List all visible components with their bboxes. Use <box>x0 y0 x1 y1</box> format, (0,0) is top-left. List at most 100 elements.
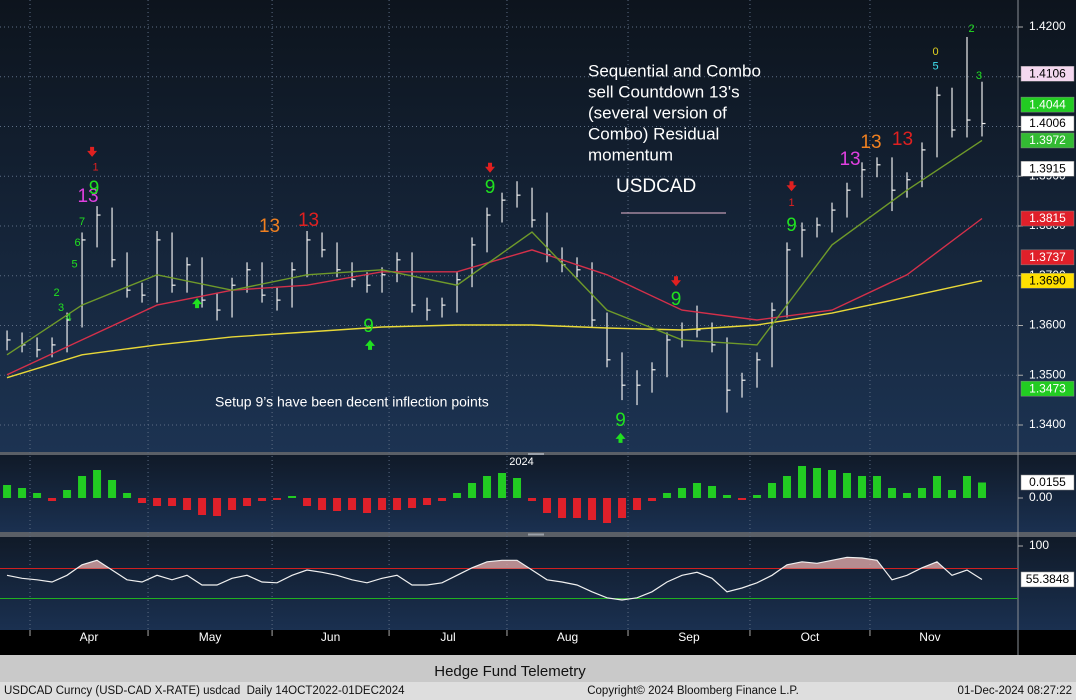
histogram-bar <box>303 498 312 506</box>
td-count: 3 <box>58 302 64 314</box>
overbought-fill <box>7 557 982 569</box>
histogram-bar <box>558 498 567 518</box>
price-flag-label: 1.4044 <box>1029 97 1066 111</box>
note-text: momentum <box>588 145 673 164</box>
timestamp-text: 01-Dec-2024 08:27:22 <box>958 685 1072 697</box>
histogram-bar <box>513 478 522 498</box>
td-count: 9 <box>485 177 496 198</box>
histogram-bar <box>948 490 957 498</box>
price-flag <box>1020 474 1075 491</box>
y-tick-label: 1.4200 <box>1029 19 1066 33</box>
histogram-bar <box>903 493 912 498</box>
price-flag-label: 1.3473 <box>1029 381 1066 395</box>
histogram-bar <box>48 498 57 501</box>
histogram-bar <box>648 498 657 501</box>
y-tick-label: 1.3500 <box>1029 367 1066 381</box>
histogram-bar <box>453 493 462 498</box>
x-tick-label: Nov <box>919 630 940 644</box>
histogram-bar <box>573 498 582 518</box>
price-flag <box>1020 96 1075 113</box>
year-label: 2024 <box>509 456 533 468</box>
histogram-bar <box>378 498 387 510</box>
price-flag <box>1020 571 1075 588</box>
note-text: Sequential and Combo <box>588 61 761 80</box>
histogram-bar <box>318 498 327 510</box>
histogram-bar <box>168 498 177 506</box>
histogram-bar <box>108 480 117 498</box>
histogram-panel <box>0 455 1076 532</box>
price-flag <box>1020 66 1075 82</box>
signal-arrow <box>786 181 797 192</box>
histogram-bar <box>483 476 492 498</box>
price-panel <box>0 0 1076 452</box>
td-count: 13 <box>860 132 881 153</box>
histogram-bar <box>393 498 402 510</box>
histogram-bar <box>888 488 897 498</box>
moving-average <box>6 139 983 356</box>
td-count: 13 <box>892 129 913 150</box>
x-tick-label: Apr <box>80 630 99 644</box>
histogram-bar <box>543 498 552 513</box>
note-title: USDCAD <box>616 176 696 197</box>
td-count: 9 <box>363 316 374 337</box>
histogram-bar <box>813 468 822 498</box>
td-count: 1 <box>92 162 98 174</box>
price-flag-label: 1.4006 <box>1029 116 1066 130</box>
td-count: 13 <box>259 216 280 237</box>
histogram-bar <box>228 498 237 510</box>
histogram-bar <box>618 498 627 518</box>
histogram-bar <box>798 466 807 498</box>
note-text: Setup 9’s have been decent inflection po… <box>215 394 489 410</box>
histogram-bar <box>18 488 27 498</box>
x-tick-label: Sep <box>678 630 700 644</box>
price-flag-label: 1.4106 <box>1029 66 1066 80</box>
plot-layer: Apr May Jun Jul Aug Sep Oct Nov20241.34001.3500… <box>0 0 1075 644</box>
histogram-bar <box>963 476 972 498</box>
panel-handle <box>528 453 544 455</box>
td-count: 2 <box>53 287 59 299</box>
price-flag <box>1020 380 1075 397</box>
price-flag-label: 0.0155 <box>1029 475 1066 489</box>
x-tick-label: May <box>199 630 222 644</box>
histogram-bar <box>243 498 252 506</box>
td-count: 9 <box>671 289 682 310</box>
histogram-bar <box>858 476 867 498</box>
histogram-bar <box>123 493 132 498</box>
title-bar <box>0 655 1076 682</box>
price-flag-label: 55.3848 <box>1026 572 1070 586</box>
histogram-bar <box>408 498 417 508</box>
histogram-bar <box>153 498 162 506</box>
note-text: Combo) Residual <box>588 124 719 143</box>
x-tick-label: Oct <box>801 630 820 644</box>
histogram-bar <box>753 495 762 498</box>
histogram-bar <box>468 483 477 498</box>
histogram-bar <box>828 470 837 498</box>
histogram-bar <box>843 473 852 498</box>
signal-arrow <box>87 146 98 157</box>
histogram-bar <box>678 488 687 498</box>
price-flag <box>1020 249 1075 266</box>
note-text: (several version of <box>588 103 727 122</box>
histogram-bar <box>138 498 147 503</box>
td-count: 0 <box>932 46 938 58</box>
footer-title: Hedge Fund Telemetry <box>434 663 586 680</box>
histogram-bar <box>978 482 987 498</box>
histogram-bar <box>423 498 432 505</box>
price-flag-label: 1.3737 <box>1029 250 1066 264</box>
copyright-text: Copyright© 2024 Bloomberg Finance L.P. <box>587 685 799 697</box>
signal-arrow <box>192 298 203 309</box>
histogram-bar <box>438 498 447 501</box>
histogram-bar <box>348 498 357 510</box>
price-flag-label: 1.3690 <box>1029 273 1066 287</box>
td-count: 13 <box>839 149 860 170</box>
histogram-bar <box>663 493 672 498</box>
histogram-bar <box>723 495 732 498</box>
histogram-bar <box>78 476 87 498</box>
histogram-bar <box>333 498 342 511</box>
moving-average <box>6 280 983 379</box>
td-count: 13 <box>298 210 319 231</box>
panel-handle <box>528 533 544 536</box>
